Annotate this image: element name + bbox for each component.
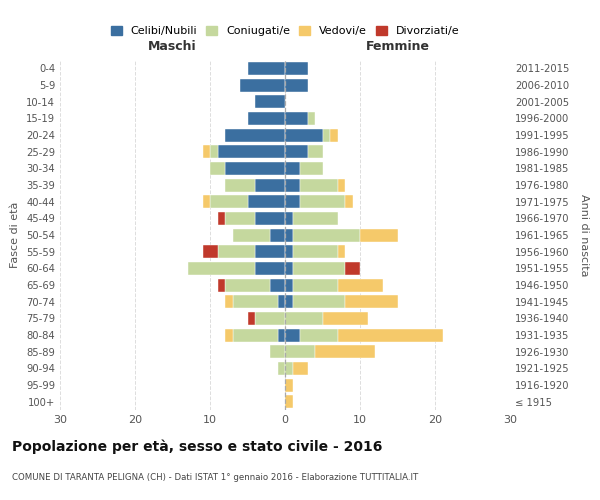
Bar bbox=[293, 278, 337, 291]
Bar bbox=[255, 245, 285, 258]
Bar bbox=[225, 128, 285, 141]
Text: COMUNE DI TARANTA PELIGNA (CH) - Dati ISTAT 1° gennaio 2016 - Elaborazione TUTTI: COMUNE DI TARANTA PELIGNA (CH) - Dati IS… bbox=[12, 472, 418, 482]
Bar bbox=[277, 328, 285, 342]
Bar bbox=[300, 178, 337, 192]
Bar bbox=[285, 162, 300, 175]
Bar bbox=[293, 295, 345, 308]
Bar bbox=[225, 295, 233, 308]
Bar bbox=[225, 212, 255, 225]
Bar bbox=[300, 195, 345, 208]
Bar bbox=[285, 378, 293, 392]
Bar bbox=[233, 295, 277, 308]
Bar bbox=[285, 345, 315, 358]
Bar bbox=[225, 178, 255, 192]
Bar bbox=[285, 78, 308, 92]
Bar bbox=[285, 328, 300, 342]
Bar bbox=[300, 328, 337, 342]
Bar bbox=[270, 345, 285, 358]
Bar bbox=[210, 145, 218, 158]
Bar bbox=[285, 245, 293, 258]
Bar bbox=[345, 295, 398, 308]
Bar bbox=[345, 262, 360, 275]
Bar bbox=[277, 362, 285, 375]
Bar bbox=[293, 212, 337, 225]
Bar bbox=[203, 145, 210, 158]
Bar bbox=[323, 312, 367, 325]
Bar bbox=[285, 312, 323, 325]
Bar bbox=[337, 278, 383, 291]
Legend: Celibi/Nubili, Coniugati/e, Vedovi/e, Divorziati/e: Celibi/Nubili, Coniugati/e, Vedovi/e, Di… bbox=[109, 24, 461, 38]
Bar bbox=[285, 278, 293, 291]
Bar bbox=[285, 178, 300, 192]
Bar bbox=[285, 362, 293, 375]
Bar bbox=[270, 278, 285, 291]
Bar bbox=[255, 95, 285, 108]
Bar bbox=[330, 128, 337, 141]
Y-axis label: Anni di nascita: Anni di nascita bbox=[579, 194, 589, 276]
Bar bbox=[285, 228, 293, 241]
Bar bbox=[218, 145, 285, 158]
Bar bbox=[315, 345, 375, 358]
Bar bbox=[345, 195, 353, 208]
Bar bbox=[293, 245, 337, 258]
Bar bbox=[285, 62, 308, 75]
Text: Femmine: Femmine bbox=[365, 40, 430, 54]
Bar bbox=[248, 195, 285, 208]
Bar bbox=[218, 212, 225, 225]
Bar bbox=[285, 395, 293, 408]
Bar bbox=[225, 162, 285, 175]
Bar bbox=[337, 245, 345, 258]
Bar bbox=[308, 145, 323, 158]
Bar bbox=[255, 212, 285, 225]
Y-axis label: Fasce di età: Fasce di età bbox=[10, 202, 20, 268]
Bar bbox=[218, 278, 225, 291]
Bar bbox=[323, 128, 330, 141]
Bar bbox=[248, 112, 285, 125]
Bar bbox=[218, 245, 255, 258]
Bar bbox=[203, 245, 218, 258]
Bar bbox=[285, 128, 323, 141]
Bar bbox=[285, 195, 300, 208]
Bar bbox=[285, 212, 293, 225]
Text: Popolazione per età, sesso e stato civile - 2016: Popolazione per età, sesso e stato civil… bbox=[12, 440, 382, 454]
Bar bbox=[285, 262, 293, 275]
Bar bbox=[293, 362, 308, 375]
Bar bbox=[255, 262, 285, 275]
Bar bbox=[255, 312, 285, 325]
Bar bbox=[248, 62, 285, 75]
Bar bbox=[337, 178, 345, 192]
Bar bbox=[210, 195, 248, 208]
Bar bbox=[240, 78, 285, 92]
Bar bbox=[285, 295, 293, 308]
Bar bbox=[337, 328, 443, 342]
Bar bbox=[270, 228, 285, 241]
Bar bbox=[360, 228, 398, 241]
Bar bbox=[233, 228, 270, 241]
Bar bbox=[225, 278, 270, 291]
Bar bbox=[233, 328, 277, 342]
Bar bbox=[255, 178, 285, 192]
Bar bbox=[293, 228, 360, 241]
Bar bbox=[285, 112, 308, 125]
Text: Maschi: Maschi bbox=[148, 40, 197, 54]
Bar bbox=[277, 295, 285, 308]
Bar bbox=[300, 162, 323, 175]
Bar bbox=[203, 195, 210, 208]
Bar bbox=[210, 162, 225, 175]
Bar bbox=[248, 312, 255, 325]
Bar bbox=[187, 262, 255, 275]
Bar bbox=[308, 112, 315, 125]
Bar bbox=[285, 145, 308, 158]
Bar bbox=[293, 262, 345, 275]
Bar bbox=[225, 328, 233, 342]
